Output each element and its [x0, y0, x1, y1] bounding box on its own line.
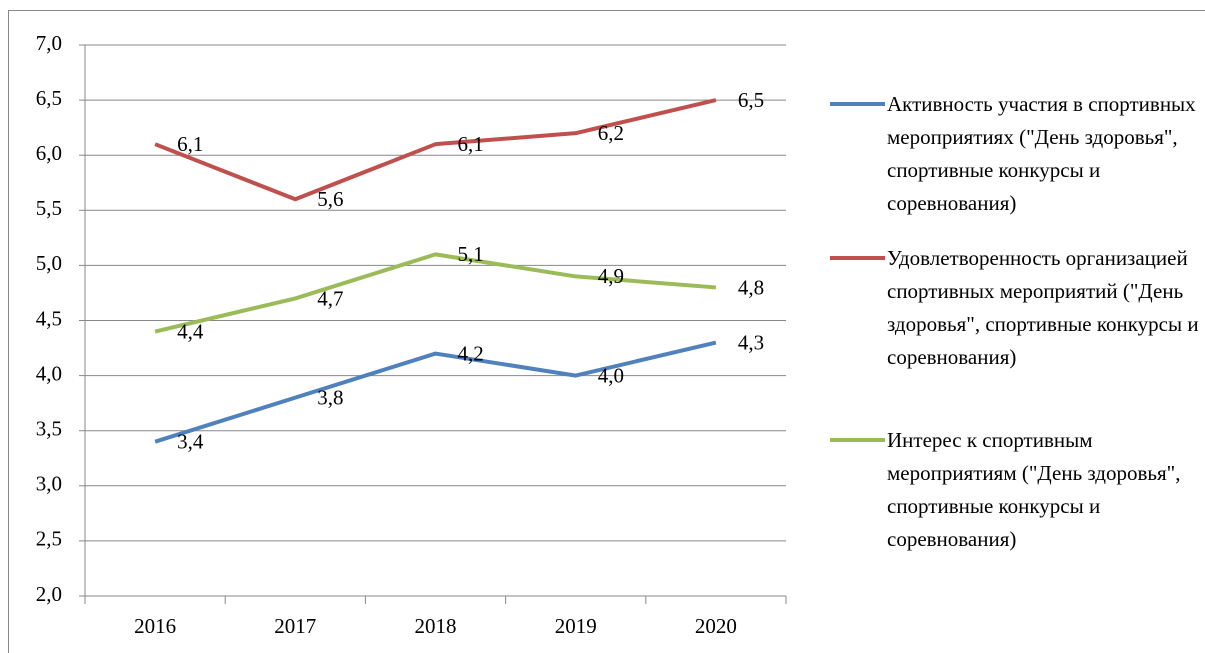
data-label: 6,1	[458, 132, 484, 156]
y-tick-label: 7,0	[36, 31, 62, 55]
x-tick-label: 2016	[134, 614, 176, 638]
y-tick-label: 2,0	[36, 582, 62, 606]
y-tick-label: 6,0	[36, 141, 62, 165]
y-tick-label: 2,5	[36, 527, 62, 551]
y-tick-label: 4,0	[36, 361, 62, 385]
x-tick-label: 2019	[555, 614, 597, 638]
data-label: 4,0	[598, 363, 624, 387]
data-label: 4,4	[177, 319, 204, 343]
legend-label: Интерес к спортивным мероприятиям ("День…	[887, 428, 1181, 551]
data-label: 5,6	[317, 187, 343, 211]
y-tick-label: 5,0	[36, 251, 62, 275]
data-label: 4,2	[458, 341, 484, 365]
data-label: 4,3	[738, 330, 764, 354]
data-label: 3,8	[317, 385, 343, 409]
data-label: 4,9	[598, 264, 624, 288]
y-tick-label: 3,5	[36, 417, 62, 441]
data-label: 4,7	[317, 286, 343, 310]
series-line	[154, 252, 717, 334]
data-label: 6,5	[738, 88, 764, 112]
x-tick-label: 2020	[695, 614, 737, 638]
x-tick-label: 2017	[274, 614, 316, 638]
y-tick-label: 4,5	[36, 306, 62, 330]
chart-border	[8, 10, 1205, 653]
data-label: 4,8	[738, 275, 764, 299]
legend-label: Удовлетворенность организацией спортивны…	[887, 246, 1199, 369]
data-label: 3,4	[177, 430, 204, 454]
x-tick-label: 2018	[415, 614, 457, 638]
legend-label: Активность участия в спортивных мероприя…	[887, 92, 1196, 215]
data-label: 5,1	[458, 242, 484, 266]
data-label: 6,1	[177, 132, 203, 156]
data-label: 6,2	[598, 121, 624, 145]
y-tick-label: 5,5	[36, 196, 62, 220]
y-tick-label: 3,0	[36, 472, 62, 496]
series-line	[154, 340, 717, 444]
series-line	[154, 98, 717, 202]
y-tick-label: 6,5	[36, 86, 62, 110]
